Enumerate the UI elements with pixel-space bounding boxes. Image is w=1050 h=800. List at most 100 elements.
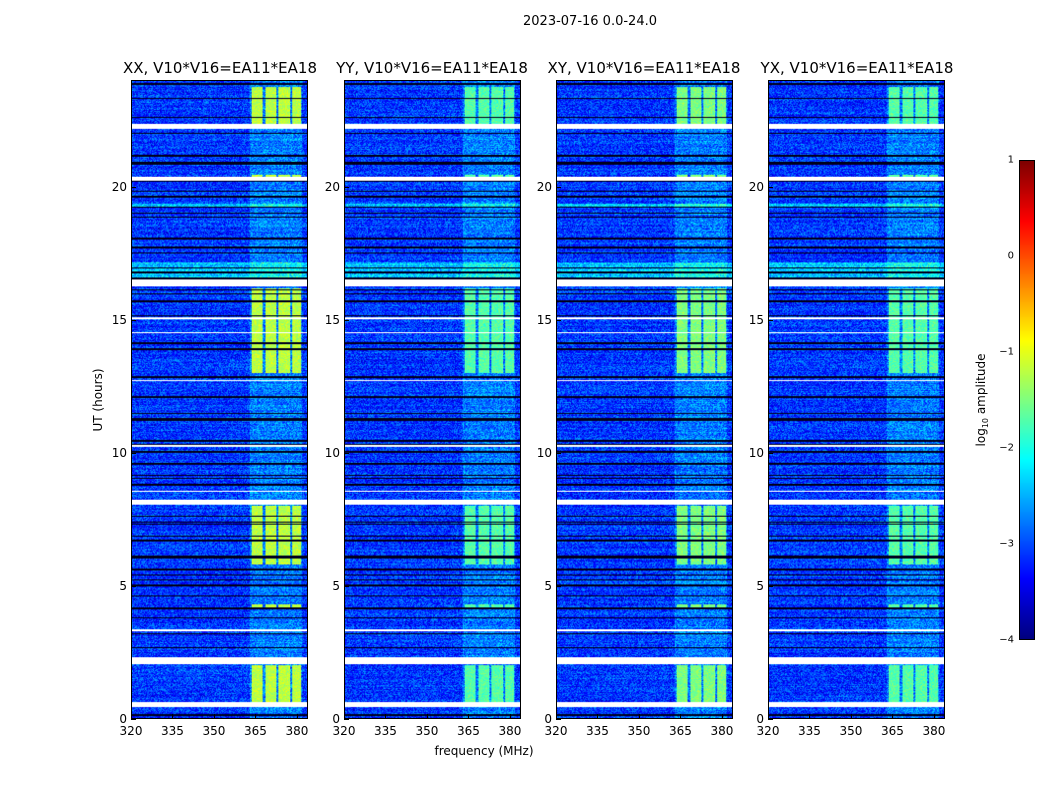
x-tick-label: 320 (756, 724, 780, 738)
x-tick-label: 335 (586, 724, 609, 738)
y-tick-mark (556, 452, 561, 454)
x-tick-label: 335 (798, 724, 821, 738)
x-tick-mark (213, 714, 215, 719)
x-tick-label: 365 (881, 724, 904, 738)
x-tick-label: 320 (544, 724, 568, 738)
heatmap-xx (132, 81, 307, 718)
y-tick-mark (344, 585, 349, 587)
colorbar-label-log: log (973, 428, 988, 447)
spectrogram-yx (768, 80, 945, 719)
colorbar-tick-label: −4 (999, 634, 1014, 646)
colorbar-tick-label: −1 (999, 346, 1014, 358)
colorbar (1019, 160, 1035, 640)
y-tick-mark (768, 719, 773, 720)
y-tick-mark (344, 186, 349, 188)
x-tick-mark (426, 714, 428, 719)
x-tick-label: 380 (285, 724, 309, 738)
x-tick-label: 365 (244, 724, 267, 738)
x-tick-mark (933, 714, 935, 719)
panel-title-xy: XY, V10*V16=EA11*EA18 (547, 59, 741, 77)
y-tick-label: 20 (748, 179, 764, 194)
y-tick-mark (131, 319, 136, 321)
panel-title-yx: YX, V10*V16=EA11*EA18 (760, 59, 954, 77)
figure-title: 2023-07-16 0.0-24.0 (523, 14, 657, 29)
y-tick-label: 0 (332, 712, 340, 726)
y-tick-label: 5 (119, 578, 127, 593)
y-tick-mark (344, 452, 349, 454)
x-tick-label: 350 (202, 724, 226, 738)
y-tick-mark (768, 452, 773, 454)
y-tick-label: 5 (332, 578, 340, 593)
x-tick-mark (468, 714, 470, 719)
y-tick-mark (768, 585, 773, 587)
x-tick-mark (638, 714, 640, 719)
x-tick-mark (721, 714, 723, 719)
x-tick-mark (597, 714, 599, 719)
spectrogram-yy (344, 80, 521, 719)
x-tick-mark (509, 714, 511, 719)
x-tick-label: 350 (839, 724, 863, 738)
x-tick-label: 350 (415, 724, 439, 738)
x-tick-label: 380 (498, 724, 522, 738)
y-tick-mark (131, 186, 136, 188)
colorbar-tick-label: 0 (1007, 250, 1014, 262)
y-tick-mark (131, 452, 136, 454)
colorbar-tick-label: −3 (999, 538, 1014, 550)
y-tick-mark (556, 319, 561, 321)
colorbar-label: log10 amplitude (974, 354, 990, 447)
x-tick-mark (131, 714, 132, 719)
y-tick-label: 5 (544, 578, 552, 593)
y-tick-label: 20 (324, 179, 340, 194)
y-tick-mark (556, 186, 561, 188)
x-tick-mark (296, 714, 298, 719)
spectrogram-xy (556, 80, 733, 719)
heatmap-xy (557, 81, 732, 718)
y-tick-mark (131, 719, 136, 720)
x-tick-mark (344, 714, 345, 719)
y-tick-label: 10 (748, 445, 764, 460)
x-tick-mark (892, 714, 894, 719)
y-tick-label: 20 (536, 179, 552, 194)
colorbar-label-sub: 10 (981, 417, 991, 429)
heatmap-yy (345, 81, 520, 718)
y-tick-mark (556, 719, 561, 720)
y-tick-label: 15 (536, 312, 552, 327)
y-tick-label: 20 (111, 179, 127, 194)
x-tick-label: 380 (922, 724, 946, 738)
x-tick-label: 335 (161, 724, 184, 738)
spectrogram-xx (131, 80, 308, 719)
x-tick-mark (809, 714, 811, 719)
y-tick-label: 10 (111, 445, 127, 460)
x-tick-label: 350 (627, 724, 651, 738)
colorbar-label-rest: amplitude (973, 353, 988, 418)
y-tick-label: 0 (544, 712, 552, 726)
x-tick-mark (768, 714, 769, 719)
y-tick-mark (556, 585, 561, 587)
y-tick-label: 5 (756, 578, 764, 593)
x-tick-mark (850, 714, 852, 719)
x-tick-mark (680, 714, 682, 719)
x-tick-mark (172, 714, 174, 719)
y-tick-mark (768, 319, 773, 321)
y-tick-label: 10 (324, 445, 340, 460)
x-tick-mark (556, 714, 557, 719)
y-tick-mark (344, 719, 349, 720)
colorbar-gradient (1020, 161, 1034, 639)
x-tick-label: 380 (710, 724, 734, 738)
panel-title-xx: XX, V10*V16=EA11*EA18 (122, 59, 318, 77)
x-axis-label: frequency (MHz) (434, 744, 534, 758)
x-tick-label: 320 (119, 724, 143, 738)
y-tick-label: 15 (324, 312, 340, 327)
y-tick-label: 15 (748, 312, 764, 327)
y-axis-label: UT (hours) (91, 368, 105, 432)
x-tick-label: 320 (332, 724, 356, 738)
x-tick-label: 365 (669, 724, 692, 738)
colorbar-tick-label: −2 (999, 442, 1014, 454)
x-tick-mark (255, 714, 257, 719)
x-tick-label: 335 (374, 724, 397, 738)
colorbar-tick-label: 1 (1007, 154, 1014, 166)
panel-title-yy: YY, V10*V16=EA11*EA18 (336, 59, 528, 77)
y-tick-label: 10 (536, 445, 552, 460)
y-tick-mark (344, 319, 349, 321)
y-tick-label: 0 (756, 712, 764, 726)
